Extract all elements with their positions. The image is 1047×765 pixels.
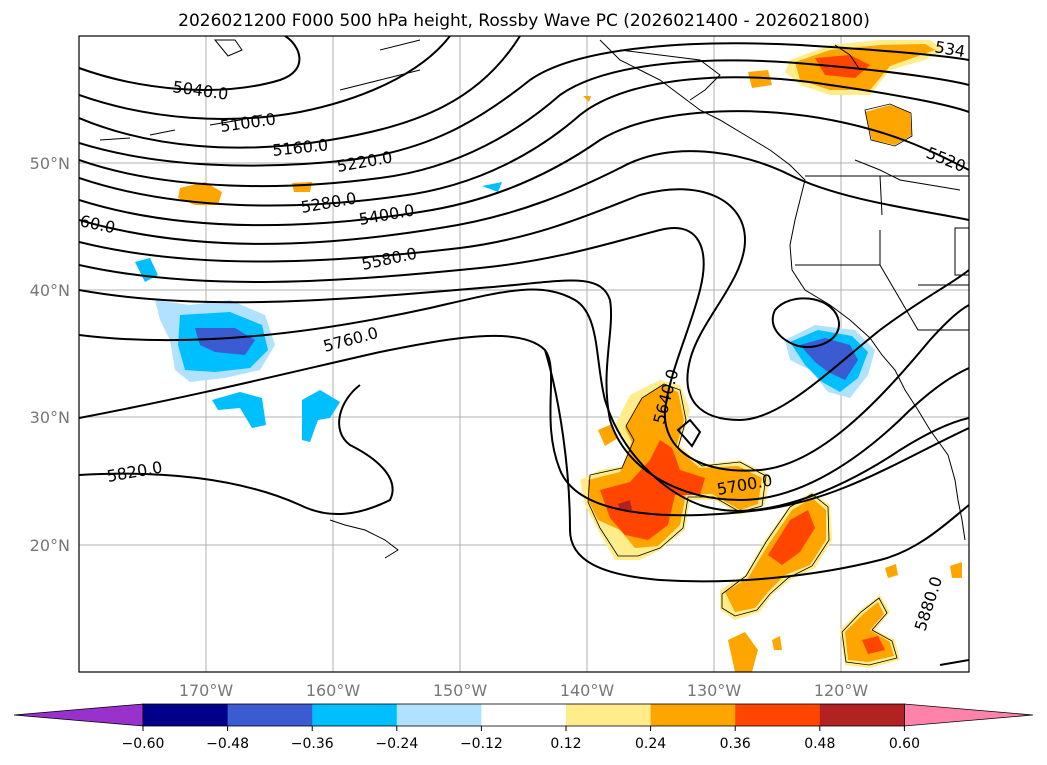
latitude-labels: 50°N 40°N 30°N 20°N (30, 154, 70, 555)
contour-5220 (79, 42, 969, 167)
map-title: 2026021200 F000 500 hPa height, Rossby W… (178, 11, 870, 31)
negative-anomaly-areas (135, 182, 875, 442)
contour-5820-south (79, 384, 394, 516)
colorbar-segment (312, 704, 398, 726)
colorbar-tick-label: 0.12 (550, 736, 581, 752)
contour-5460 (79, 150, 969, 245)
contour-5580 (79, 227, 969, 472)
positive-anomaly-areas (178, 40, 962, 672)
height-contours (79, 36, 969, 666)
cutoff-small (676, 418, 702, 448)
lat-label-50: 50°N (30, 154, 70, 173)
contour-5340 (79, 76, 969, 207)
colorbar-extend-high (904, 703, 1034, 727)
contour-5760 (79, 288, 969, 512)
colorbar-tick-label: 0.36 (720, 736, 751, 752)
lat-label-30: 30°N (30, 408, 70, 427)
colorbar-segment (481, 704, 567, 726)
colorbar-tick-label: −0.24 (375, 736, 418, 752)
colorbar-tick-label: −0.12 (460, 736, 503, 752)
colorbar-tick-label: −0.48 (206, 736, 249, 752)
lat-label-20: 20°N (30, 536, 70, 555)
lon-label-170w: 170°W (179, 681, 234, 700)
colorbar-tick-label: 0.24 (635, 736, 666, 752)
lon-label-130w: 130°W (687, 681, 742, 700)
colorbar: −0.60 −0.48 −0.36 −0.24 −0.12 0.12 0.24 0.36 0.4… (13, 703, 1034, 752)
colorbar-segment (566, 704, 652, 726)
colorbar-tick-label: −0.60 (122, 736, 165, 752)
lon-label-120w: 120°W (814, 681, 869, 700)
colorbar-tick-label: 0.48 (804, 736, 835, 752)
map-panel: 5040.0 5100.0 5160.0 5220.0 5280.0 5400.… (79, 36, 969, 672)
contour-5520 (79, 188, 969, 422)
lon-label-160w: 160°W (306, 681, 361, 700)
colorbar-segment (143, 704, 229, 726)
contour-5880-east (939, 659, 969, 666)
contour-5820 (79, 334, 969, 517)
cutoff-low (771, 297, 841, 348)
coastlines (99, 39, 969, 559)
lon-label-150w: 150°W (433, 681, 488, 700)
contour-5040 (79, 36, 301, 91)
colorbar-frame (142, 703, 905, 727)
contour-5280 (79, 59, 969, 188)
colorbar-tick-label: 0.60 (889, 736, 920, 752)
contour-5160 (79, 36, 521, 149)
lat-label-40: 40°N (30, 281, 70, 300)
colorbar-segment (396, 704, 482, 726)
colorbar-extend-low (13, 703, 144, 727)
colorbar-segment (650, 704, 736, 726)
colorbar-segment (819, 704, 905, 726)
colorbar-segment (227, 704, 313, 726)
anomaly-outlines (587, 103, 913, 666)
contour-5640 (79, 279, 969, 502)
lon-label-140w: 140°W (560, 681, 615, 700)
map-frame (78, 35, 970, 673)
longitude-labels: 170°W 160°W 150°W 140°W 130°W 120°W (179, 681, 869, 700)
contour-5880 (544, 349, 969, 583)
contour-5400 (79, 110, 969, 227)
colorbar-tick-label: −0.36 (291, 736, 334, 752)
contour-5100 (79, 36, 451, 120)
colorbar-segment (735, 704, 821, 726)
